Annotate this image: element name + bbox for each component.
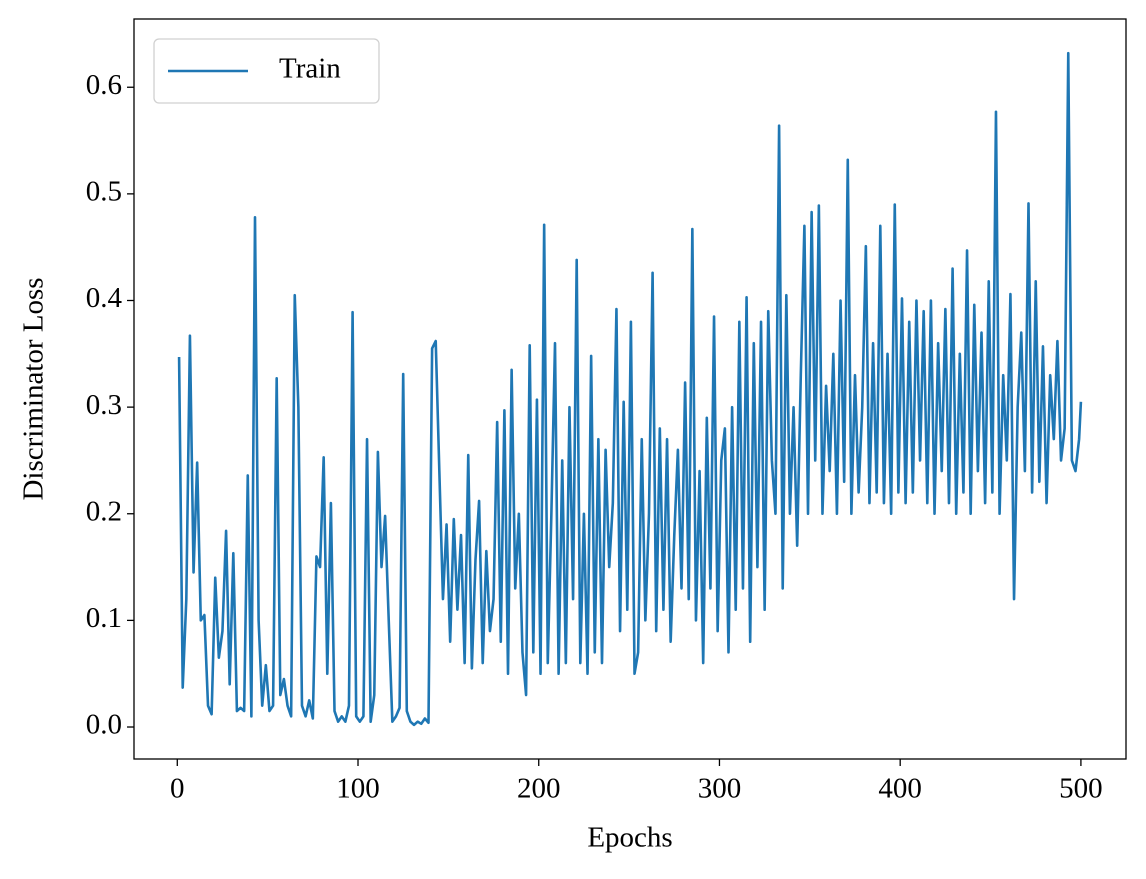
y-tick-label: 0.2 [86,495,122,527]
y-tick-label: 0.0 [86,709,122,741]
x-tick-label: 400 [878,773,922,805]
y-axis-label: Discriminator Loss [18,277,50,500]
y-tick-label: 0.4 [86,282,123,314]
x-tick-label: 100 [336,773,380,805]
line [177,51,1083,727]
x-tick-label: 200 [517,773,561,805]
x-axis-label: Epochs [587,822,672,854]
legend-label: Train [279,53,341,85]
y-tick-label: 0.1 [86,602,122,634]
x-tick-label: 300 [698,773,742,805]
plot-frame [133,18,1127,760]
x-tick-label: 500 [1059,773,1103,805]
y-tick-label: 0.6 [86,69,122,101]
legend-box [153,38,380,104]
x-tick-label: 0 [170,773,185,805]
y-tick-label: 0.3 [86,389,122,421]
y-tick-label: 0.5 [86,176,122,208]
